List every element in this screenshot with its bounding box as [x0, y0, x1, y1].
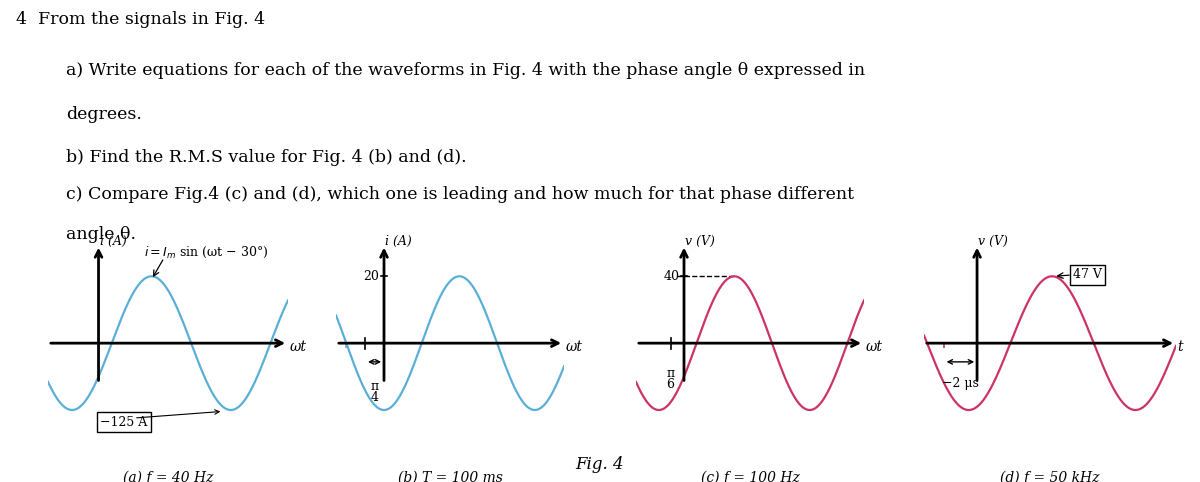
- Text: (d) f = 50 kHz: (d) f = 50 kHz: [1001, 470, 1099, 482]
- Text: $i = I_m$ sin (ωt − 30°): $i = I_m$ sin (ωt − 30°): [144, 245, 269, 260]
- Text: 40: 40: [664, 270, 679, 283]
- Text: i (A): i (A): [100, 235, 126, 248]
- Text: ωt: ωt: [865, 340, 882, 354]
- Text: 4  From the signals in Fig. 4: 4 From the signals in Fig. 4: [16, 11, 265, 28]
- Text: (a) f = 40 Hz: (a) f = 40 Hz: [122, 470, 214, 482]
- Text: −125 A: −125 A: [100, 415, 148, 428]
- Text: a) Write equations for each of the waveforms in Fig. 4 with the phase angle θ ex: a) Write equations for each of the wavef…: [66, 62, 865, 79]
- Text: π
6: π 6: [666, 366, 674, 390]
- Text: (b) T = 100 ms: (b) T = 100 ms: [397, 470, 503, 482]
- Text: angle θ.: angle θ.: [66, 226, 136, 243]
- Text: c) Compare Fig.4 (c) and (d), which one is leading and how much for that phase d: c) Compare Fig.4 (c) and (d), which one …: [66, 186, 854, 203]
- Text: degrees.: degrees.: [66, 107, 142, 123]
- Text: v (V): v (V): [685, 235, 715, 248]
- Text: v (V): v (V): [978, 235, 1008, 248]
- Text: ωt: ωt: [565, 340, 582, 354]
- Text: π
4: π 4: [371, 380, 379, 404]
- Text: (c) f = 100 Hz: (c) f = 100 Hz: [701, 470, 799, 482]
- Text: −2 μs: −2 μs: [942, 376, 979, 389]
- Text: 20: 20: [364, 270, 379, 283]
- Text: b) Find the R.M.S value for Fig. 4 (b) and (d).: b) Find the R.M.S value for Fig. 4 (b) a…: [66, 148, 467, 165]
- Text: Fig. 4: Fig. 4: [576, 456, 624, 473]
- Text: t: t: [1177, 340, 1183, 354]
- Text: ωt: ωt: [289, 340, 306, 354]
- Text: 47 V: 47 V: [1073, 268, 1102, 281]
- Text: i (A): i (A): [385, 235, 412, 248]
